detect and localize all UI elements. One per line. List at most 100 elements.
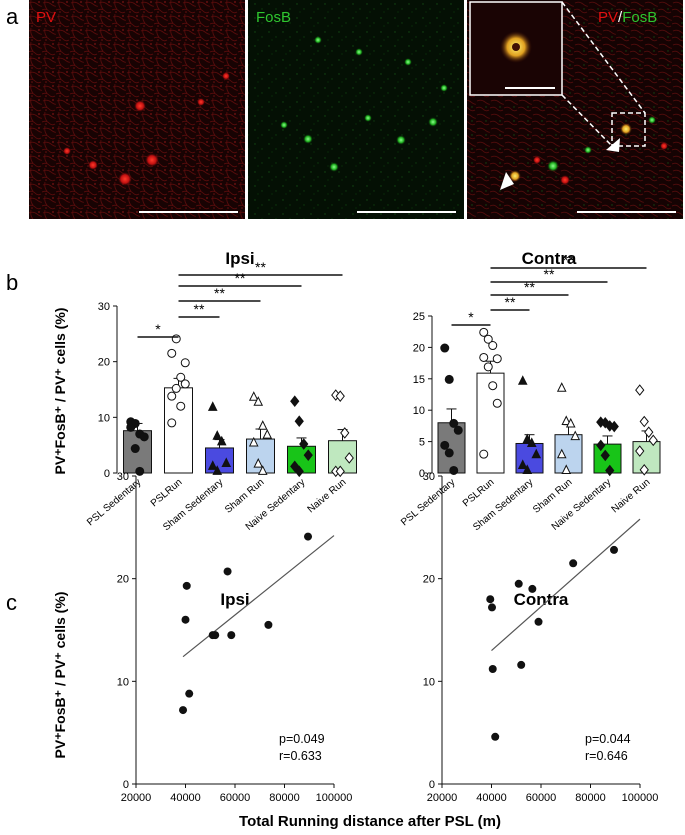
data-point	[253, 457, 264, 468]
data-point	[294, 415, 304, 428]
data-point	[486, 595, 495, 604]
regression-line	[491, 518, 641, 651]
data-point	[479, 327, 489, 337]
stat-label: r=0.646	[585, 749, 628, 763]
y-tick-label: 0	[429, 779, 435, 791]
data-point	[253, 396, 264, 406]
data-point	[531, 448, 542, 459]
y-tick-label: 5	[419, 437, 425, 449]
data-point	[171, 383, 181, 393]
x-tick-label: 20000	[427, 792, 458, 804]
y-axis-label-c: PV⁺FosB⁺ / PV⁺ cells (%)	[52, 592, 68, 759]
channel-label-merge: PV/FosB	[598, 9, 657, 26]
data-point	[248, 391, 259, 401]
data-point	[444, 374, 454, 384]
channel-label-pv: PV	[36, 9, 56, 26]
bar	[164, 387, 193, 474]
x-tick-label: 60000	[220, 792, 251, 804]
data-point	[290, 395, 300, 407]
bar	[554, 434, 583, 474]
y-axis-label-b: PV⁺FosB⁺ / PV⁺ cells (%)	[52, 308, 68, 475]
y-tick-label: 20	[423, 574, 435, 586]
data-point	[335, 465, 345, 478]
data-point	[212, 465, 223, 475]
significance-label: **	[524, 279, 535, 295]
data-point	[517, 660, 526, 669]
data-point	[522, 433, 533, 444]
x-tick-label: 100000	[622, 792, 659, 804]
data-point	[514, 579, 523, 588]
data-point	[440, 343, 450, 353]
y-tick-label: 15	[413, 374, 425, 386]
x-axis-label-c: Total Running distance after PSL (m)	[239, 813, 501, 830]
y-tick-label: 20	[98, 357, 110, 369]
data-point	[528, 584, 537, 593]
data-point	[248, 436, 259, 447]
x-tick-label: 40000	[476, 792, 507, 804]
y-tick-label: 0	[104, 468, 110, 480]
data-point	[294, 465, 304, 478]
data-point	[212, 430, 223, 440]
x-tick-label: Naive Run	[610, 477, 653, 515]
data-point	[526, 437, 537, 447]
data-point	[444, 448, 454, 458]
chart-title: Contra	[522, 249, 577, 268]
data-point	[479, 352, 489, 362]
data-point	[483, 362, 493, 372]
chart-title: Ipsi	[220, 590, 249, 609]
y-tick-label: 30	[117, 471, 129, 483]
data-point	[644, 426, 654, 438]
micrograph-fosb: FosB	[248, 0, 464, 219]
data-point	[207, 460, 218, 470]
data-point	[176, 401, 186, 411]
data-point	[139, 432, 149, 442]
regression-line	[182, 535, 335, 658]
x-tick-label: 100000	[316, 792, 353, 804]
data-point	[570, 430, 581, 441]
data-point	[556, 382, 567, 392]
data-point	[340, 427, 350, 439]
data-point	[449, 418, 459, 428]
data-point	[303, 449, 313, 461]
data-point	[492, 354, 502, 364]
data-point	[171, 334, 181, 344]
y-tick-label: 10	[423, 676, 435, 688]
significance-label: **	[255, 259, 266, 275]
data-point	[180, 358, 190, 368]
panel-letter-c: c	[6, 590, 17, 615]
data-point	[180, 379, 190, 389]
data-point	[182, 581, 191, 590]
y-tick-label: 20	[117, 574, 129, 586]
chart-title: Ipsi	[225, 249, 254, 268]
data-point	[207, 401, 218, 411]
data-point	[264, 620, 273, 629]
data-point	[479, 449, 489, 459]
data-point	[227, 631, 236, 640]
data-point	[492, 398, 502, 408]
data-point	[135, 466, 145, 476]
data-point	[167, 348, 177, 358]
x-tick-label: 20000	[121, 792, 152, 804]
micrograph-pv: PV	[29, 0, 245, 219]
stat-label: p=0.044	[585, 732, 631, 746]
y-tick-label: 30	[98, 301, 110, 313]
data-point	[449, 465, 459, 475]
data-point	[609, 420, 619, 433]
significance-label: **	[235, 270, 246, 286]
x-tick-label: 80000	[575, 792, 606, 804]
data-point	[517, 375, 528, 385]
data-point	[600, 449, 610, 462]
channel-label-fosb: FosB	[256, 9, 291, 26]
y-tick-label: 10	[117, 676, 129, 688]
stat-label: p=0.049	[279, 732, 325, 746]
zoom-box	[611, 112, 646, 147]
data-point	[344, 452, 354, 464]
significance-label: **	[505, 294, 516, 310]
data-point	[453, 425, 463, 435]
x-tick-label: Naive Run	[306, 477, 349, 515]
data-point	[488, 665, 497, 674]
